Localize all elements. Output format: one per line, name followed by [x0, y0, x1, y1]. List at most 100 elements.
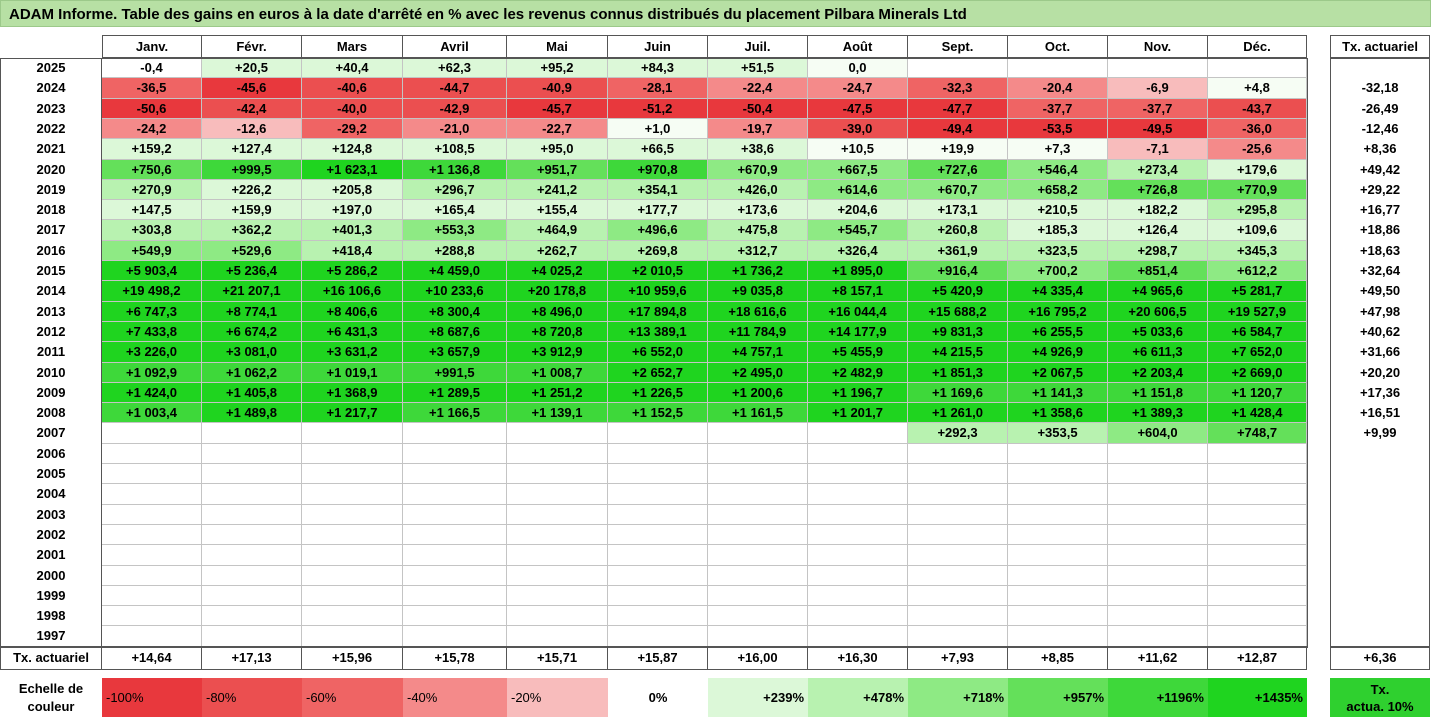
table-cell: +1 008,7	[507, 363, 608, 383]
table-cell: +4 965,6	[1108, 281, 1208, 302]
tx-value	[1330, 626, 1430, 647]
table-cell: -44,7	[403, 78, 507, 99]
table-cell: +1 019,1	[302, 363, 403, 383]
table-cell: +1 200,6	[708, 383, 808, 403]
year-label: 2022	[0, 119, 102, 139]
year-label: 2018	[0, 200, 102, 220]
table-cell: +173,1	[908, 200, 1008, 220]
table-cell: +345,3	[1208, 241, 1307, 261]
table-cell: +1 201,7	[808, 403, 908, 423]
table-cell: +19 527,9	[1208, 302, 1307, 322]
table-cell: +124,8	[302, 139, 403, 160]
table-cell: +9 831,3	[908, 322, 1008, 342]
table-cell: +6 431,3	[302, 322, 403, 342]
table-cell	[708, 423, 808, 444]
month-header: Janv.	[102, 35, 202, 58]
table-cell: -40,0	[302, 99, 403, 119]
table-cell: +15 688,2	[908, 302, 1008, 322]
table-cell	[908, 444, 1008, 464]
table-cell	[302, 484, 403, 505]
table-cell	[1208, 566, 1307, 586]
table-cell: +1 166,5	[403, 403, 507, 423]
table-cell: -50,4	[708, 99, 808, 119]
tx-value	[1330, 566, 1430, 586]
year-label: 2025	[0, 58, 102, 78]
table-cell	[1208, 606, 1307, 626]
table-cell: +20 606,5	[1108, 302, 1208, 322]
table-cell: -47,7	[908, 99, 1008, 119]
table-cell	[1108, 484, 1208, 505]
year-label: 2013	[0, 302, 102, 322]
table-cell: +296,7	[403, 180, 507, 200]
table-cell	[1008, 606, 1108, 626]
table-cell: +18 616,6	[708, 302, 808, 322]
table-cell: +226,2	[202, 180, 302, 200]
table-cell: +3 081,0	[202, 342, 302, 363]
tx-value: +49,50	[1330, 281, 1430, 302]
table-cell: +197,0	[302, 200, 403, 220]
table-cell: +19,9	[908, 139, 1008, 160]
table-cell: +1 226,5	[608, 383, 708, 403]
table-cell: +545,7	[808, 220, 908, 241]
table-cell: +5 286,2	[302, 261, 403, 281]
table-cell	[507, 566, 608, 586]
year-label: 1998	[0, 606, 102, 626]
table-cell	[403, 423, 507, 444]
table-cell	[608, 545, 708, 566]
table-cell: +159,9	[202, 200, 302, 220]
scale-label: Echelle de couleur	[0, 678, 102, 717]
table-cell: +7 652,0	[1208, 342, 1307, 363]
table-cell: +177,7	[608, 200, 708, 220]
table-cell	[202, 525, 302, 545]
table-cell: -24,2	[102, 119, 202, 139]
table-cell: +951,7	[507, 160, 608, 180]
month-header: Août	[808, 35, 908, 58]
table-cell: +3 226,0	[102, 342, 202, 363]
table-cell: +6 255,5	[1008, 322, 1108, 342]
year-label: 2020	[0, 160, 102, 180]
table-cell: -7,1	[1108, 139, 1208, 160]
table-cell	[1108, 545, 1208, 566]
page-title: ADAM Informe. Table des gains en euros à…	[0, 0, 1431, 27]
table-cell	[403, 566, 507, 586]
table-cell	[808, 464, 908, 484]
table-cell	[708, 505, 808, 525]
table-cell	[708, 545, 808, 566]
footer-value: +15,71	[507, 646, 608, 670]
table-cell: +2 010,5	[608, 261, 708, 281]
tx-value: +49,42	[1330, 160, 1430, 180]
table-cell	[908, 58, 1008, 78]
year-label: 2024	[0, 78, 102, 99]
table-cell: +426,0	[708, 180, 808, 200]
table-cell: +670,7	[908, 180, 1008, 200]
table-cell	[1008, 484, 1108, 505]
table-cell: +7,3	[1008, 139, 1108, 160]
footer-value: +15,96	[302, 646, 403, 670]
table-cell: +1 120,7	[1208, 383, 1307, 403]
table-cell	[403, 586, 507, 606]
table-cell: +1 736,2	[708, 261, 808, 281]
table-cell: +1 389,3	[1108, 403, 1208, 423]
table-cell: +1 358,6	[1008, 403, 1108, 423]
scale-swatch: +1435%	[1208, 678, 1307, 717]
scale-swatch: -20%	[507, 678, 608, 717]
table-cell	[507, 545, 608, 566]
tx-value	[1330, 586, 1430, 606]
year-label: 2014	[0, 281, 102, 302]
table-cell: +14 177,9	[808, 322, 908, 342]
table-cell	[808, 525, 908, 545]
table-cell: +1 428,4	[1208, 403, 1307, 423]
table-cell: +17 894,8	[608, 302, 708, 322]
table-cell	[1208, 586, 1307, 606]
table-cell	[202, 586, 302, 606]
table-cell	[708, 586, 808, 606]
table-cell: -42,4	[202, 99, 302, 119]
table-cell: +4 926,9	[1008, 342, 1108, 363]
year-label: 2003	[0, 505, 102, 525]
year-label: 2019	[0, 180, 102, 200]
table-cell	[608, 505, 708, 525]
table-cell: +553,3	[403, 220, 507, 241]
table-cell	[102, 566, 202, 586]
table-cell: -19,7	[708, 119, 808, 139]
table-cell	[908, 545, 1008, 566]
